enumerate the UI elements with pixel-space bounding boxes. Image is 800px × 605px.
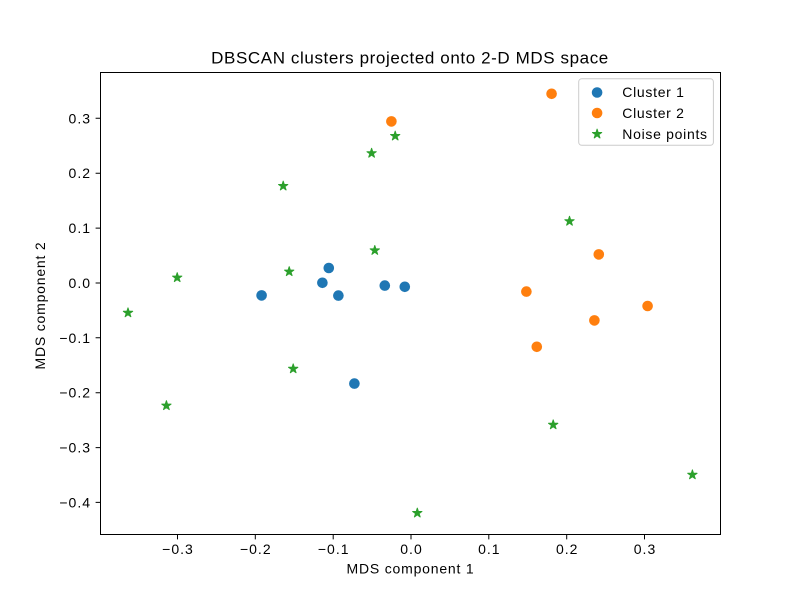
svg-text:−0.1: −0.1	[59, 330, 91, 346]
svg-text:−0.3: −0.3	[59, 440, 91, 456]
svg-text:0.0: 0.0	[69, 275, 91, 291]
svg-text:DBSCAN clusters projected onto: DBSCAN clusters projected onto 2-D MDS s…	[211, 49, 609, 68]
svg-text:−0.1: −0.1	[318, 541, 350, 557]
svg-text:Cluster 1: Cluster 1	[622, 84, 684, 100]
svg-text:Cluster 2: Cluster 2	[622, 105, 684, 121]
svg-text:Noise points: Noise points	[622, 126, 707, 142]
svg-text:0.2: 0.2	[556, 541, 578, 557]
svg-text:0.3: 0.3	[634, 541, 656, 557]
svg-text:−0.2: −0.2	[59, 385, 91, 401]
svg-text:0.3: 0.3	[69, 110, 91, 126]
svg-text:0.1: 0.1	[69, 220, 91, 236]
svg-text:MDS component 2: MDS component 2	[32, 242, 48, 370]
svg-text:MDS component 1: MDS component 1	[347, 561, 475, 577]
svg-text:−0.2: −0.2	[240, 541, 272, 557]
svg-text:0.1: 0.1	[478, 541, 500, 557]
svg-text:−0.4: −0.4	[59, 494, 91, 510]
svg-text:0.2: 0.2	[69, 165, 91, 181]
svg-text:−0.3: −0.3	[162, 541, 194, 557]
svg-text:0.0: 0.0	[400, 541, 422, 557]
